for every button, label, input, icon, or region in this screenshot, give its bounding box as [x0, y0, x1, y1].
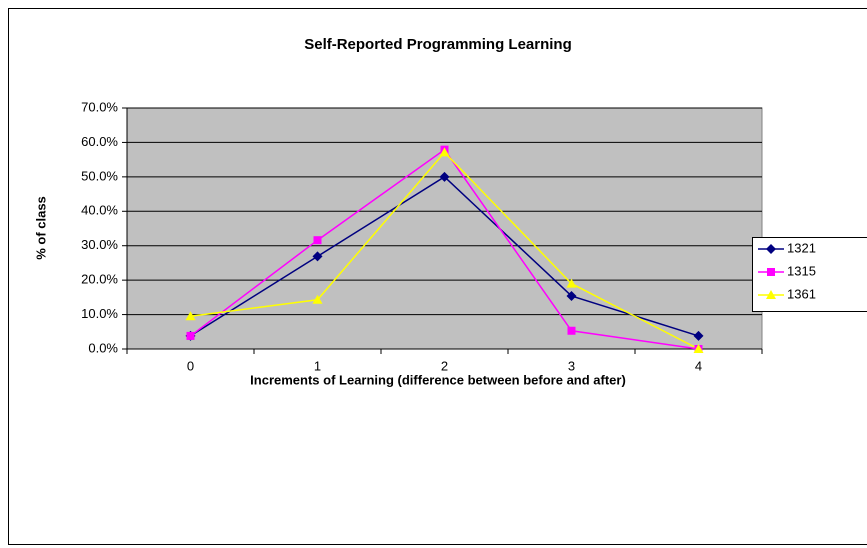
x-tick-label: 4	[695, 358, 702, 373]
marker	[566, 290, 577, 301]
marker	[312, 251, 323, 262]
legend-label: 1361	[787, 286, 816, 301]
marker	[313, 236, 322, 245]
marker	[439, 147, 450, 157]
y-tick-label: 60.0%	[81, 134, 118, 149]
marker	[567, 326, 576, 335]
x-tick-label: 1	[314, 358, 321, 373]
marker	[185, 311, 196, 321]
marker	[766, 244, 776, 254]
legend-label: 1315	[787, 263, 816, 278]
x-tick-label: 0	[187, 358, 194, 373]
marker	[312, 294, 323, 304]
y-tick-label: 0.0%	[88, 340, 118, 355]
y-tick-label: 10.0%	[81, 306, 118, 321]
y-tick-label: 40.0%	[81, 203, 118, 218]
chart-title: Self-Reported Programming Learning	[304, 36, 572, 53]
x-tick-label: 3	[568, 358, 575, 373]
marker	[767, 268, 775, 276]
y-tick-label: 70.0%	[81, 99, 118, 114]
marker	[186, 331, 195, 340]
marker	[693, 344, 704, 353]
y-tick-label: 50.0%	[81, 168, 118, 183]
marker	[439, 171, 450, 182]
y-tick-label: 20.0%	[81, 272, 118, 287]
marker	[766, 290, 776, 299]
y-axis-label: % of class	[33, 196, 48, 260]
marker	[693, 330, 704, 341]
x-axis-label: Increments of Learning (difference betwe…	[250, 372, 626, 387]
y-tick-label: 30.0%	[81, 237, 118, 252]
marker	[566, 278, 577, 288]
legend-label: 1321	[787, 240, 816, 255]
x-tick-label: 2	[441, 358, 448, 373]
